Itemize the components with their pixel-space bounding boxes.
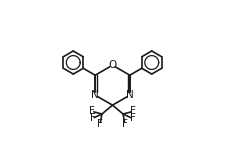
Text: F: F xyxy=(97,119,103,129)
Text: F: F xyxy=(90,113,95,123)
Text: N: N xyxy=(91,90,99,100)
Text: F: F xyxy=(122,119,128,129)
Text: N: N xyxy=(126,90,134,100)
Text: O: O xyxy=(108,60,117,70)
Text: F: F xyxy=(89,106,95,116)
Text: F: F xyxy=(130,113,135,123)
Text: F: F xyxy=(130,106,136,116)
